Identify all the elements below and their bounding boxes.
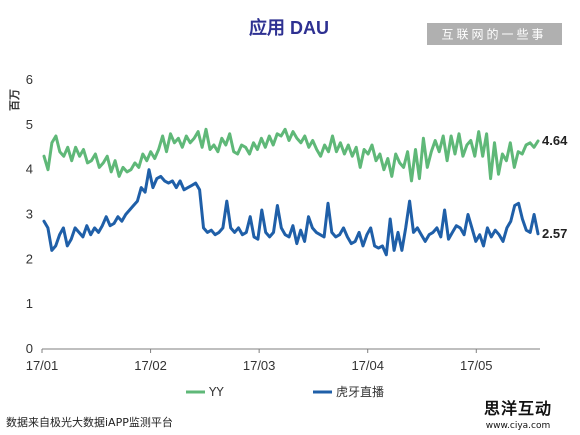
series-line-yy [42,127,540,183]
legend-label-huya: 虎牙直播 [336,385,384,399]
x-tick-label: 17/04 [351,358,384,373]
source-note: 数据来自极光大数据iAPP监测平台 [6,415,173,429]
watermark-bottom-text: 思洋互动 [484,399,552,418]
y-tick-label: 2 [26,251,33,266]
x-tick-label: 17/03 [243,358,276,373]
y-tick-label: 6 [26,72,33,87]
x-tick-label: 17/01 [26,358,59,373]
series-line-huya [42,168,540,257]
y-tick-label: 5 [26,117,33,132]
y-tick-label: 4 [26,162,33,177]
y-tick-label: 3 [26,207,33,222]
legend: YY 虎牙直播 [186,385,384,399]
x-tick-labels: 17/01 17/02 17/03 17/04 17/05 [26,349,493,373]
x-tick-label: 17/02 [134,358,167,373]
watermark-top-box [427,23,562,45]
y-tick-label: 0 [26,341,33,356]
end-label-huya: 2.57 [542,226,567,241]
x-tick-label: 17/05 [460,358,493,373]
chart-title: 应用 DAU [249,17,329,38]
y-axis-label: 百万 [8,89,21,111]
series-lines [42,127,540,257]
legend-label-yy: YY [208,385,224,399]
end-label-yy: 4.64 [542,133,568,148]
y-tick-labels: 0 1 2 3 4 5 6 [26,72,33,356]
watermark-url: www.ciya.com [486,421,551,431]
end-value-labels: 4.64 2.57 [542,133,568,241]
watermark-top-text: 互联网的一些事 [441,27,546,42]
y-tick-label: 1 [26,296,33,311]
